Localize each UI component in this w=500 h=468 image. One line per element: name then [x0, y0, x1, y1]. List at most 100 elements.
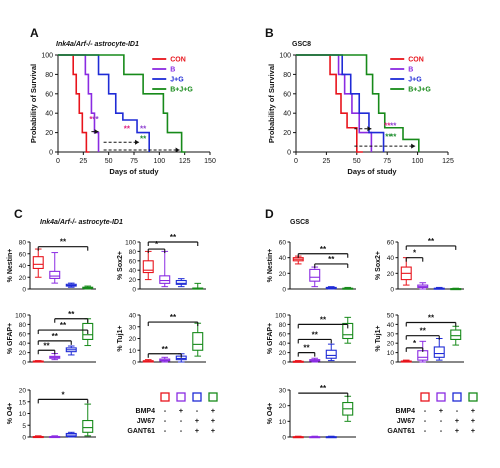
- significance-mark: **: [140, 134, 147, 143]
- survival-chart-B: 0 20 40 60 80 100 0 25 50 75 100 125 Days of study Pr…: [267, 53, 454, 177]
- panel-letter-c: C: [14, 207, 23, 221]
- legend-label: J+G: [170, 77, 184, 84]
- y-axis-label: % Sox2+: [117, 251, 124, 280]
- y-axis-label: Probability of Survival: [29, 64, 38, 143]
- y-tick-label: 100: [279, 53, 291, 60]
- panel-letter-a: A: [30, 26, 39, 40]
- arrow-head: [411, 143, 416, 149]
- box-body: [142, 260, 154, 274]
- y-tick-label: 80: [45, 72, 53, 79]
- arrow-head: [94, 129, 99, 135]
- legend-mark: +: [471, 406, 476, 415]
- survival-charts: 0 20 40 60 80 100 0 25 50 75 100 125 150 Days of stud…: [29, 53, 454, 177]
- box-body: [325, 349, 337, 359]
- box-body: [32, 256, 44, 269]
- y-tick-label: 20: [387, 271, 395, 278]
- survival-line-B+J+G: [58, 54, 186, 153]
- y-tick-label: 10: [129, 348, 137, 355]
- y-tick-label: 30: [387, 331, 395, 338]
- legend-label: B+J+G: [170, 87, 193, 94]
- legend-label: J+G: [408, 77, 422, 84]
- box-chart-D-nestin: 0 20 40 60 % Nestin+ ****: [267, 240, 356, 294]
- legend-mark: -: [196, 406, 199, 415]
- survival-line-CON: [296, 54, 363, 153]
- x-tick-label: 150: [204, 158, 216, 165]
- legend-mark: +: [455, 416, 460, 425]
- y-tick-label: 20: [279, 271, 287, 278]
- survival-line-B: [58, 54, 100, 152]
- significance-mark: **: [420, 327, 427, 336]
- box-body: [417, 350, 429, 361]
- y-tick-label: 80: [283, 72, 291, 79]
- legend-mark: -: [164, 416, 167, 425]
- y-tick-label: 40: [19, 341, 27, 348]
- survival-line-CON: [58, 54, 90, 153]
- legend-label: CON: [408, 57, 424, 64]
- legend-mark: +: [179, 406, 184, 415]
- survival-line-B+J+G: [296, 54, 420, 152]
- y-tick-label: 20: [19, 350, 27, 357]
- significance-mark: **: [60, 321, 67, 330]
- y-axis-label: % O4+: [267, 403, 274, 425]
- condition-legend: BMP4- + - +JW67- - + +GANT61- - + +: [127, 392, 218, 435]
- x-tick-label: 0: [294, 158, 298, 165]
- significance-mark: **: [43, 341, 50, 350]
- y-tick-label: 40: [45, 111, 53, 118]
- significance-mark: **: [162, 345, 169, 354]
- y-tick-label: 80: [19, 240, 27, 247]
- arrow-head: [135, 139, 140, 145]
- legend-mark: +: [211, 416, 216, 425]
- y-tick-label: 80: [279, 322, 287, 329]
- survival-line-B: [296, 54, 373, 152]
- y-tick-label: 0: [22, 435, 26, 442]
- y-tick-label: 40: [129, 268, 137, 275]
- y-tick-label: 80: [129, 249, 137, 256]
- panel-c-subtitle: Ink4a/Arf-/- astrocyte-ID1: [40, 219, 123, 226]
- legend-box: [452, 392, 462, 402]
- legend-label: B+J+G: [408, 87, 431, 94]
- legend-mark: +: [455, 426, 460, 435]
- y-axis-label: % Tuj1+: [375, 325, 382, 351]
- y-axis-label: % Sox2+: [375, 251, 382, 280]
- arrow-head: [175, 147, 180, 153]
- y-tick-label: 50: [387, 313, 395, 320]
- y-tick-label: 20: [283, 130, 291, 137]
- y-tick-label: 20: [129, 277, 137, 284]
- x-tick-label: 25: [323, 158, 331, 165]
- box-body: [192, 332, 204, 351]
- panel-d-subtitle: GSC8: [290, 219, 309, 226]
- legend-box: [468, 392, 478, 402]
- y-tick-label: 20: [19, 275, 27, 282]
- legend-mark: +: [471, 416, 476, 425]
- y-tick-label: 20: [45, 130, 53, 137]
- x-tick-label: 50: [353, 158, 361, 165]
- box-body: [49, 270, 61, 279]
- box-chart-C-nestin: 0 20 40 60 80 % Nestin+ **: [7, 238, 96, 294]
- y-tick-label: 10: [19, 411, 27, 418]
- box-body: [433, 346, 445, 358]
- significance-mark: **: [428, 237, 435, 246]
- y-tick-label: 40: [19, 263, 27, 270]
- y-tick-label: 0: [22, 360, 26, 367]
- significance-mark: **: [328, 255, 335, 264]
- y-tick-label: 60: [387, 240, 395, 247]
- y-tick-label: 80: [19, 322, 27, 329]
- y-tick-label: 60: [45, 91, 53, 98]
- legend-mark: -: [456, 406, 459, 415]
- significance-mark: **: [170, 233, 177, 242]
- legend-box: [176, 392, 186, 402]
- legend-mark: -: [424, 426, 427, 435]
- significance-mark: *: [61, 390, 65, 399]
- significance-mark: **: [385, 132, 392, 141]
- legend-box: [436, 392, 446, 402]
- significance-mark: **: [320, 384, 327, 393]
- y-axis-label: % Nestin+: [267, 249, 274, 283]
- x-tick-label: 50: [105, 158, 113, 165]
- y-axis-label: % Tuj1+: [117, 325, 124, 351]
- significance-mark: **: [140, 125, 147, 134]
